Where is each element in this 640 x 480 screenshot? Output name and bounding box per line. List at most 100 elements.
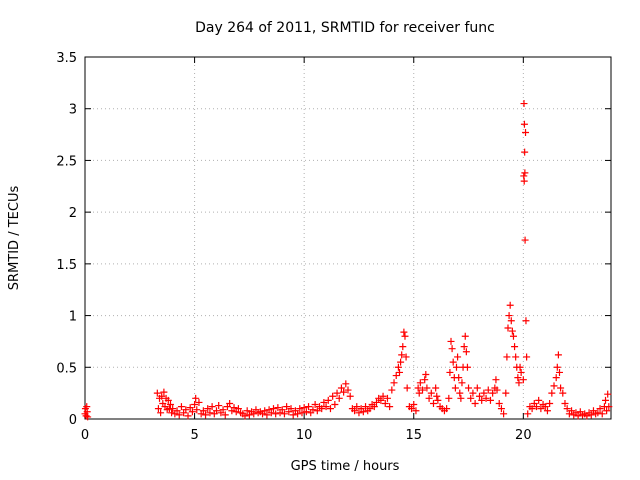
data-point (296, 405, 304, 413)
data-point (390, 379, 398, 387)
data-point (305, 403, 313, 411)
data-point (410, 401, 418, 409)
data-point (415, 389, 423, 397)
data-point (329, 392, 337, 400)
data-point (243, 407, 251, 415)
data-point (154, 405, 162, 413)
data-point (550, 382, 558, 390)
data-point (421, 376, 429, 384)
data-point (396, 368, 404, 376)
data-point (432, 384, 440, 392)
data-point (193, 406, 201, 414)
x-axis-label: GPS time / hours (291, 459, 400, 474)
data-point (465, 384, 473, 392)
data-point (520, 100, 528, 108)
data-point (250, 410, 258, 418)
data-point (514, 374, 522, 382)
data-point (199, 407, 207, 415)
data-point (605, 403, 613, 411)
data-point (355, 409, 363, 417)
data-point (559, 389, 567, 397)
data-point (166, 401, 174, 409)
data-point (392, 372, 400, 380)
data-point (386, 403, 394, 411)
data-point (503, 353, 511, 361)
data-point (517, 368, 525, 376)
data-point (408, 405, 416, 413)
data-point (184, 412, 192, 420)
data-point (446, 368, 454, 376)
data-point (519, 376, 527, 384)
data-point (548, 389, 556, 397)
data-point (366, 405, 374, 413)
data-point (484, 386, 492, 394)
data-point (169, 405, 177, 413)
data-point (383, 394, 391, 402)
data-point (495, 399, 503, 407)
data-point (515, 379, 523, 387)
data-point (230, 404, 238, 412)
data-point (394, 363, 402, 371)
data-point (511, 343, 519, 351)
data-point (489, 389, 497, 397)
data-point (535, 396, 543, 404)
data-points (81, 100, 613, 421)
data-point (324, 396, 332, 404)
data-point (403, 384, 411, 392)
data-point (473, 384, 481, 392)
data-point (463, 363, 471, 371)
data-point (541, 403, 549, 411)
data-point (596, 405, 604, 413)
data-point (455, 374, 463, 382)
data-point (263, 411, 271, 419)
data-point (493, 386, 501, 394)
data-point (451, 384, 459, 392)
data-point (322, 403, 330, 411)
data-point (480, 389, 488, 397)
data-point (204, 405, 212, 413)
data-point (458, 379, 466, 387)
data-point (452, 363, 460, 371)
data-point (188, 408, 196, 416)
y-tick-label: 0 (69, 413, 77, 428)
x-axis: 0 5 10 15 20 (81, 57, 532, 443)
data-point (574, 412, 582, 420)
data-point (219, 406, 227, 414)
data-point (447, 337, 455, 345)
gridlines (85, 57, 611, 419)
y-tick-label: 1.5 (56, 258, 77, 273)
y-axis-label: SRMTID / TECUs (7, 186, 22, 291)
y-tick-label: 1 (69, 310, 77, 325)
data-point (587, 411, 595, 419)
y-axis: 0 0.5 1 1.5 2 2.5 3 3.5 (56, 51, 611, 428)
data-point (425, 394, 433, 402)
data-point (399, 343, 407, 351)
data-point (598, 410, 606, 418)
data-point (563, 405, 571, 413)
data-point (478, 396, 486, 404)
data-point (202, 411, 210, 419)
data-point (422, 371, 430, 379)
data-point (261, 407, 269, 415)
data-point (434, 396, 442, 404)
data-point (402, 353, 410, 361)
data-point (388, 386, 396, 394)
data-point (234, 405, 242, 413)
data-point (309, 406, 317, 414)
data-point (226, 399, 234, 407)
data-point (523, 353, 531, 361)
data-point (520, 177, 528, 185)
data-point (502, 389, 510, 397)
data-point (206, 409, 214, 417)
data-point (335, 394, 343, 402)
data-point (492, 376, 500, 384)
data-point (337, 384, 345, 392)
data-point (505, 312, 513, 320)
data-point (168, 409, 176, 417)
data-point (469, 389, 477, 397)
data-point (344, 386, 352, 394)
data-point (177, 403, 185, 411)
data-point (482, 394, 490, 402)
data-point (208, 403, 216, 411)
data-point (164, 396, 172, 404)
